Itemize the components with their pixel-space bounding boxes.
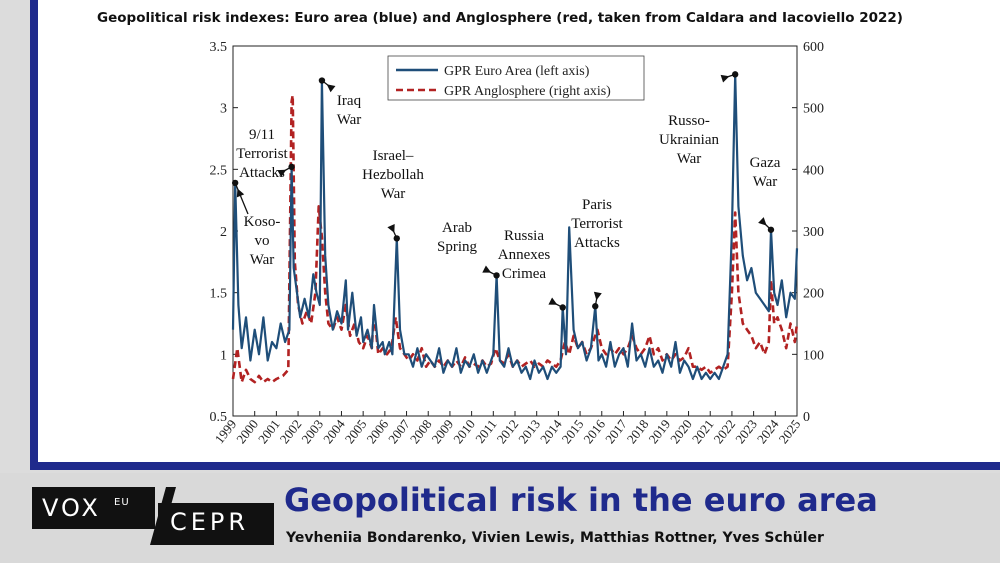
chart-title: Geopolitical risk indexes: Euro area (bl… — [97, 10, 903, 26]
x-axis-tick-label: 2021 — [689, 417, 717, 447]
left-axis-tick-label: 3.5 — [210, 40, 228, 55]
annotation-arrowhead — [387, 223, 395, 233]
annotation-arrow — [234, 182, 249, 215]
annotation-label: Attacks — [239, 165, 285, 181]
vox-logo-text: VOX — [42, 494, 101, 522]
annotation-label: Terrorist — [236, 146, 288, 162]
x-axis-tick-label: 2007 — [385, 416, 413, 446]
x-axis-tick-label: 2020 — [667, 417, 695, 447]
annotation-arrowhead — [236, 188, 245, 198]
x-axis-tick-label: 2003 — [298, 417, 326, 447]
x-axis-tick-label: 2000 — [233, 417, 261, 447]
annotation-arrowhead — [277, 169, 287, 178]
x-axis-tick-label: 2023 — [732, 417, 760, 447]
left-axis-tick-label: 2.5 — [210, 163, 228, 178]
annotation-marker — [592, 303, 599, 310]
left-axis-tick-label: 1.5 — [210, 287, 228, 302]
x-axis-tick-label: 2014 — [537, 416, 565, 446]
annotation-label: Russia — [504, 228, 544, 244]
right-axis-tick-label: 0 — [803, 410, 810, 425]
left-axis-tick-label: 3 — [220, 102, 227, 117]
annotation-label: War — [337, 112, 362, 128]
series-line-euro-area — [231, 73, 799, 381]
right-axis-tick-label: 600 — [803, 40, 824, 55]
vox-logo-eu: EU — [114, 497, 130, 508]
annotation-marker — [288, 163, 295, 171]
annotation-label: vo — [255, 233, 270, 249]
vox-logo-box — [32, 487, 155, 529]
x-axis-tick-label: 2016 — [580, 416, 608, 446]
annotation-label: Russo- — [668, 113, 710, 129]
annotation-label: Attacks — [574, 235, 620, 251]
x-axis-tick-label: 2017 — [602, 416, 630, 446]
left-axis-tick-label: 2 — [220, 225, 227, 240]
annotation-label: Iraq — [337, 93, 362, 109]
x-axis-tick-label: 2001 — [255, 417, 283, 447]
legend-label-euro-area: GPR Euro Area (left axis) — [444, 64, 590, 79]
annotation-label: War — [677, 151, 702, 167]
x-axis-tick-label: 2005 — [342, 417, 370, 447]
annotation-label: Terrorist — [571, 216, 623, 232]
x-axis-tick-label: 2002 — [277, 417, 305, 447]
annotation-label: Annexes — [498, 247, 551, 263]
annotation-label: Spring — [437, 239, 478, 255]
x-axis-tick-label: 2011 — [472, 417, 500, 446]
annotation-marker — [318, 77, 326, 84]
cepr-logo-text: CEPR — [170, 508, 250, 536]
x-axis-tick-label: 2025 — [776, 417, 804, 447]
x-axis-tick-label: 2018 — [624, 417, 652, 447]
column-authors: Yevheniia Bondarenko, Vivien Lewis, Matt… — [286, 530, 824, 546]
x-axis-tick-label: 2022 — [710, 417, 738, 447]
right-axis-tick-label: 500 — [803, 102, 824, 117]
annotation-arrowhead — [593, 291, 602, 301]
left-axis-tick-label: 1 — [220, 348, 227, 363]
annotation-label: Crimea — [502, 266, 546, 282]
annotation-marker — [393, 235, 400, 242]
right-axis-tick-label: 200 — [803, 287, 824, 302]
annotation-marker — [767, 226, 775, 233]
annotation-marker — [559, 304, 566, 311]
annotation-marker — [731, 71, 739, 78]
annotation-label: 9/11 — [249, 127, 275, 143]
right-axis-tick-label: 100 — [803, 348, 824, 363]
annotation-label: Gaza — [750, 155, 781, 171]
annotation-label: Ukrainian — [659, 132, 719, 148]
frame-bottom-border — [30, 462, 1000, 470]
annotation-label: War — [753, 174, 778, 190]
annotation-arrowhead — [326, 84, 336, 93]
x-axis-tick-label: 2006 — [363, 416, 391, 446]
annotation-marker — [493, 272, 500, 279]
left-axis-tick-label: 0.5 — [210, 410, 228, 425]
x-axis-tick-label: 2024 — [754, 416, 782, 446]
legend-box — [387, 55, 645, 101]
annotation-label: Koso- — [244, 214, 281, 230]
x-axis-tick-label: 2015 — [559, 417, 587, 447]
x-axis-tick-label: 2019 — [645, 417, 673, 447]
annotation-label: Paris — [582, 197, 612, 213]
right-axis-tick-label: 300 — [803, 225, 824, 240]
x-axis-tick-label: 2009 — [428, 417, 456, 447]
gpr-chart: 0.511.522.533.50100200300400500600199920… — [210, 40, 825, 447]
frame-left-border — [30, 0, 38, 470]
right-axis-tick-label: 400 — [803, 163, 824, 178]
x-axis-tick-label: 2010 — [450, 417, 478, 447]
annotation-arrowhead — [548, 297, 558, 305]
annotation-label: War — [381, 186, 406, 202]
legend-label-anglosphere: GPR Anglosphere (right axis) — [444, 84, 611, 99]
x-axis-tick-label: 2008 — [407, 417, 435, 447]
x-axis-tick-label: 2004 — [320, 416, 348, 446]
x-axis-tick-label: 2013 — [515, 417, 543, 447]
column-title: Geopolitical risk in the euro area — [284, 481, 878, 519]
annotation-label: Arab — [442, 220, 472, 236]
annotation-arrowhead — [720, 74, 730, 83]
cepr-logo-box — [158, 503, 274, 545]
annotation-arrowhead — [758, 217, 767, 226]
annotation-label: Hezbollah — [362, 167, 424, 183]
x-axis-tick-label: 2012 — [494, 417, 522, 447]
annotation-label: War — [250, 252, 275, 268]
annotation-arrowhead — [482, 265, 492, 273]
annotation-label: Israel– — [373, 148, 414, 164]
annotation-marker — [231, 179, 239, 187]
